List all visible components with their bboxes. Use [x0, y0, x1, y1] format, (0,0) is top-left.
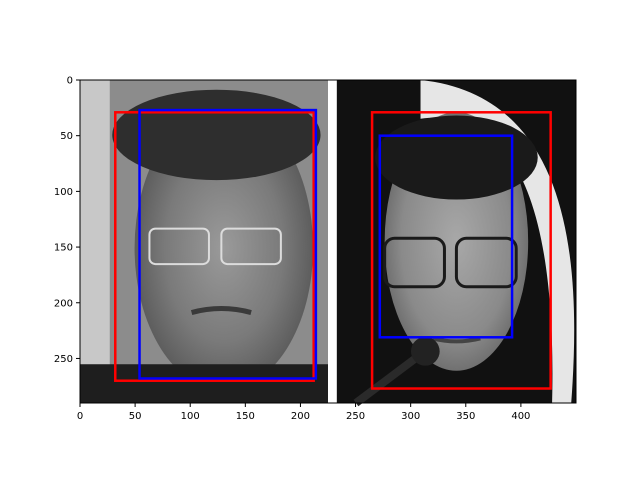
bounding-box-layer: [114, 108, 552, 390]
axes-frame: [79, 79, 577, 404]
x-tick-label: 100: [181, 411, 200, 422]
y-tick-label: 250: [54, 354, 73, 365]
y-tick-label: 150: [54, 243, 73, 254]
y-tick-label: 200: [54, 298, 73, 309]
red-bounding-box-0: [114, 111, 315, 382]
x-tick-label: 0: [77, 411, 83, 422]
y-tick-label: 100: [54, 187, 73, 198]
blue-bounding-box-1: [138, 108, 318, 380]
x-tick-label: 50: [129, 411, 142, 422]
photo-layer: [80, 80, 576, 407]
x-tick-label: 300: [401, 411, 420, 422]
blue-bounding-box-3: [378, 134, 514, 339]
red-bounding-box-2: [370, 111, 552, 390]
x-tick-label: 150: [236, 411, 255, 422]
x-tick-label: 350: [456, 411, 475, 422]
left-photo: [80, 80, 328, 403]
x-tick-label: 250: [346, 411, 365, 422]
axes: 0 50 100 150 200 250 300 350 400 0 50 100 150 200 250: [54, 76, 577, 422]
y-tick-label: 50: [60, 131, 73, 142]
x-tick-label: 400: [511, 411, 530, 422]
x-tick-label: 200: [291, 411, 310, 422]
y-tick-label: 0: [67, 76, 73, 87]
